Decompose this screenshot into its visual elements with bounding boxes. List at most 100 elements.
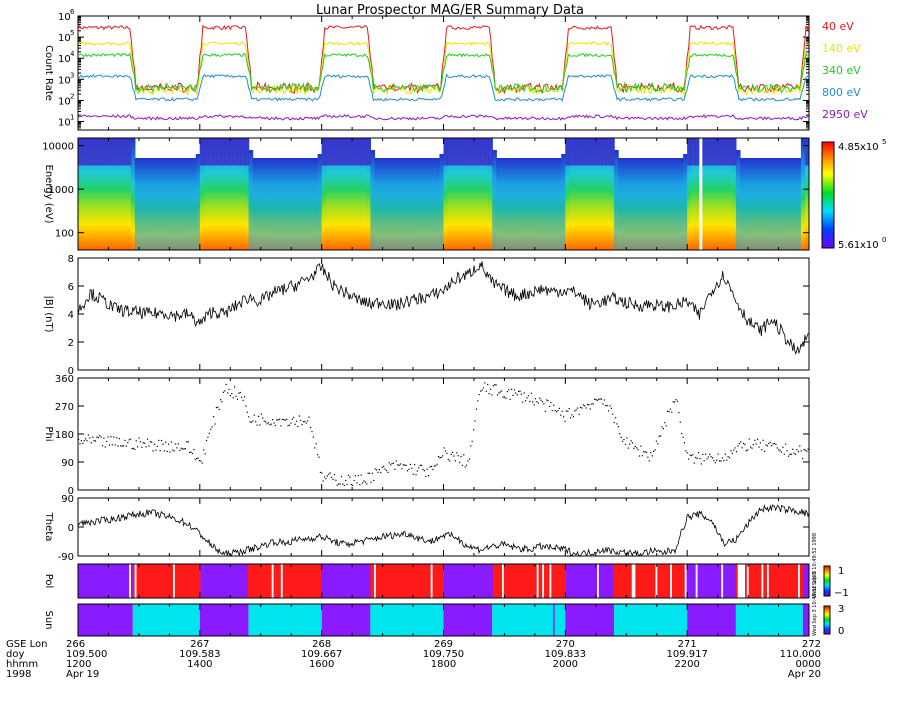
pol-cell xyxy=(584,564,587,598)
phi-point xyxy=(488,393,490,395)
x-tick-lon: 272 xyxy=(802,639,821,650)
pol-cell xyxy=(498,564,501,598)
phi-point xyxy=(721,457,723,459)
pol-cell xyxy=(480,564,483,598)
pol-cell xyxy=(640,564,644,598)
pol-cell xyxy=(381,564,384,598)
phi-point xyxy=(137,446,139,448)
x-tick-hhmm: 2000 xyxy=(553,659,578,670)
phi-point xyxy=(533,404,535,406)
pol-cell xyxy=(622,564,625,598)
pol-cell xyxy=(682,564,686,598)
sun-segment xyxy=(614,604,688,636)
spectrogram-band xyxy=(573,138,579,166)
phi-point xyxy=(193,449,195,451)
phi-point xyxy=(558,407,560,409)
sun-colorbar-tick: 3 xyxy=(838,604,844,615)
phi-point xyxy=(626,437,628,439)
phi-point xyxy=(560,414,562,416)
spectrogram-column-shadow xyxy=(374,181,380,250)
colorbar xyxy=(821,141,835,249)
phi-point xyxy=(235,395,237,397)
spectrogram-column-shadow xyxy=(163,181,168,250)
spectrogram-column-shadow xyxy=(171,181,177,250)
phi-point xyxy=(367,472,369,474)
phi-point xyxy=(599,398,601,400)
phi-point xyxy=(83,440,85,442)
phi-point xyxy=(391,463,393,465)
phi-point xyxy=(250,421,253,423)
phi-point xyxy=(595,399,597,401)
spectrogram-band xyxy=(488,138,493,166)
phi-point xyxy=(304,420,306,423)
spectrogram-column xyxy=(346,138,351,250)
phi-point xyxy=(89,437,91,439)
phi-point xyxy=(457,455,459,457)
pol-cell xyxy=(189,564,192,598)
pol-cell xyxy=(542,564,545,598)
y-tick-label: 1000 xyxy=(49,185,74,196)
pol-cell xyxy=(143,564,147,598)
phi-point xyxy=(464,466,466,468)
pol-cell xyxy=(269,564,273,598)
phi-point xyxy=(748,438,750,440)
colorbar-max-exp: 5 xyxy=(882,138,886,146)
phi-point xyxy=(505,397,507,399)
pol-cell xyxy=(180,564,183,598)
pol-cell xyxy=(615,564,618,598)
pol-cell xyxy=(637,564,640,598)
spectrogram-band xyxy=(78,138,83,166)
pol-cell xyxy=(430,564,433,598)
phi-point xyxy=(326,475,328,477)
legend-entry: 40 eV xyxy=(822,20,854,33)
data-gap xyxy=(699,138,703,250)
pol-cell xyxy=(717,564,720,598)
pol-cell xyxy=(807,564,810,598)
phi-point xyxy=(295,420,298,422)
phi-point xyxy=(477,400,479,402)
phi-point xyxy=(414,464,416,466)
phi-point xyxy=(719,460,721,462)
phi-point xyxy=(640,445,642,447)
phi-point xyxy=(681,432,683,435)
pol-cell xyxy=(593,564,596,598)
phi-point xyxy=(159,450,161,452)
phi-frame xyxy=(77,377,810,491)
spectrogram-band xyxy=(333,138,339,166)
phi-point xyxy=(356,482,358,484)
pol-cell xyxy=(448,564,452,598)
phi-point xyxy=(130,438,132,440)
pol-cell xyxy=(152,564,156,598)
pol-cell xyxy=(121,564,125,598)
pol-cell xyxy=(227,564,231,598)
phi-point xyxy=(231,393,233,395)
spectrogram-column-shadow xyxy=(183,181,189,250)
phi-point xyxy=(672,401,674,403)
pol-cell xyxy=(322,564,326,598)
phi-point xyxy=(354,475,357,477)
phi-point xyxy=(461,464,463,466)
spectrogram-column-shadow xyxy=(784,181,790,250)
pol-cell xyxy=(618,564,622,598)
phi-point xyxy=(450,453,452,455)
phi-point xyxy=(780,451,783,453)
x-axis-row-label: hhmm xyxy=(6,659,38,670)
y-axis-label: |B| (nT) xyxy=(43,295,54,332)
spectrogram-band xyxy=(366,138,371,166)
spectrogram-column-shadow xyxy=(532,181,538,250)
phi-point xyxy=(803,448,805,451)
pol-cell xyxy=(406,564,410,598)
pol-cell xyxy=(251,564,254,598)
y-axis-label: Theta xyxy=(43,512,54,542)
spectrogram-column xyxy=(565,138,570,250)
phi-point xyxy=(201,462,203,464)
pol-cell xyxy=(772,564,775,598)
pol-cell xyxy=(474,564,477,598)
pol-cell xyxy=(520,564,523,598)
phi-point xyxy=(605,404,607,407)
phi-point xyxy=(518,390,520,392)
phi-point xyxy=(717,453,719,455)
phi-point xyxy=(556,411,558,413)
